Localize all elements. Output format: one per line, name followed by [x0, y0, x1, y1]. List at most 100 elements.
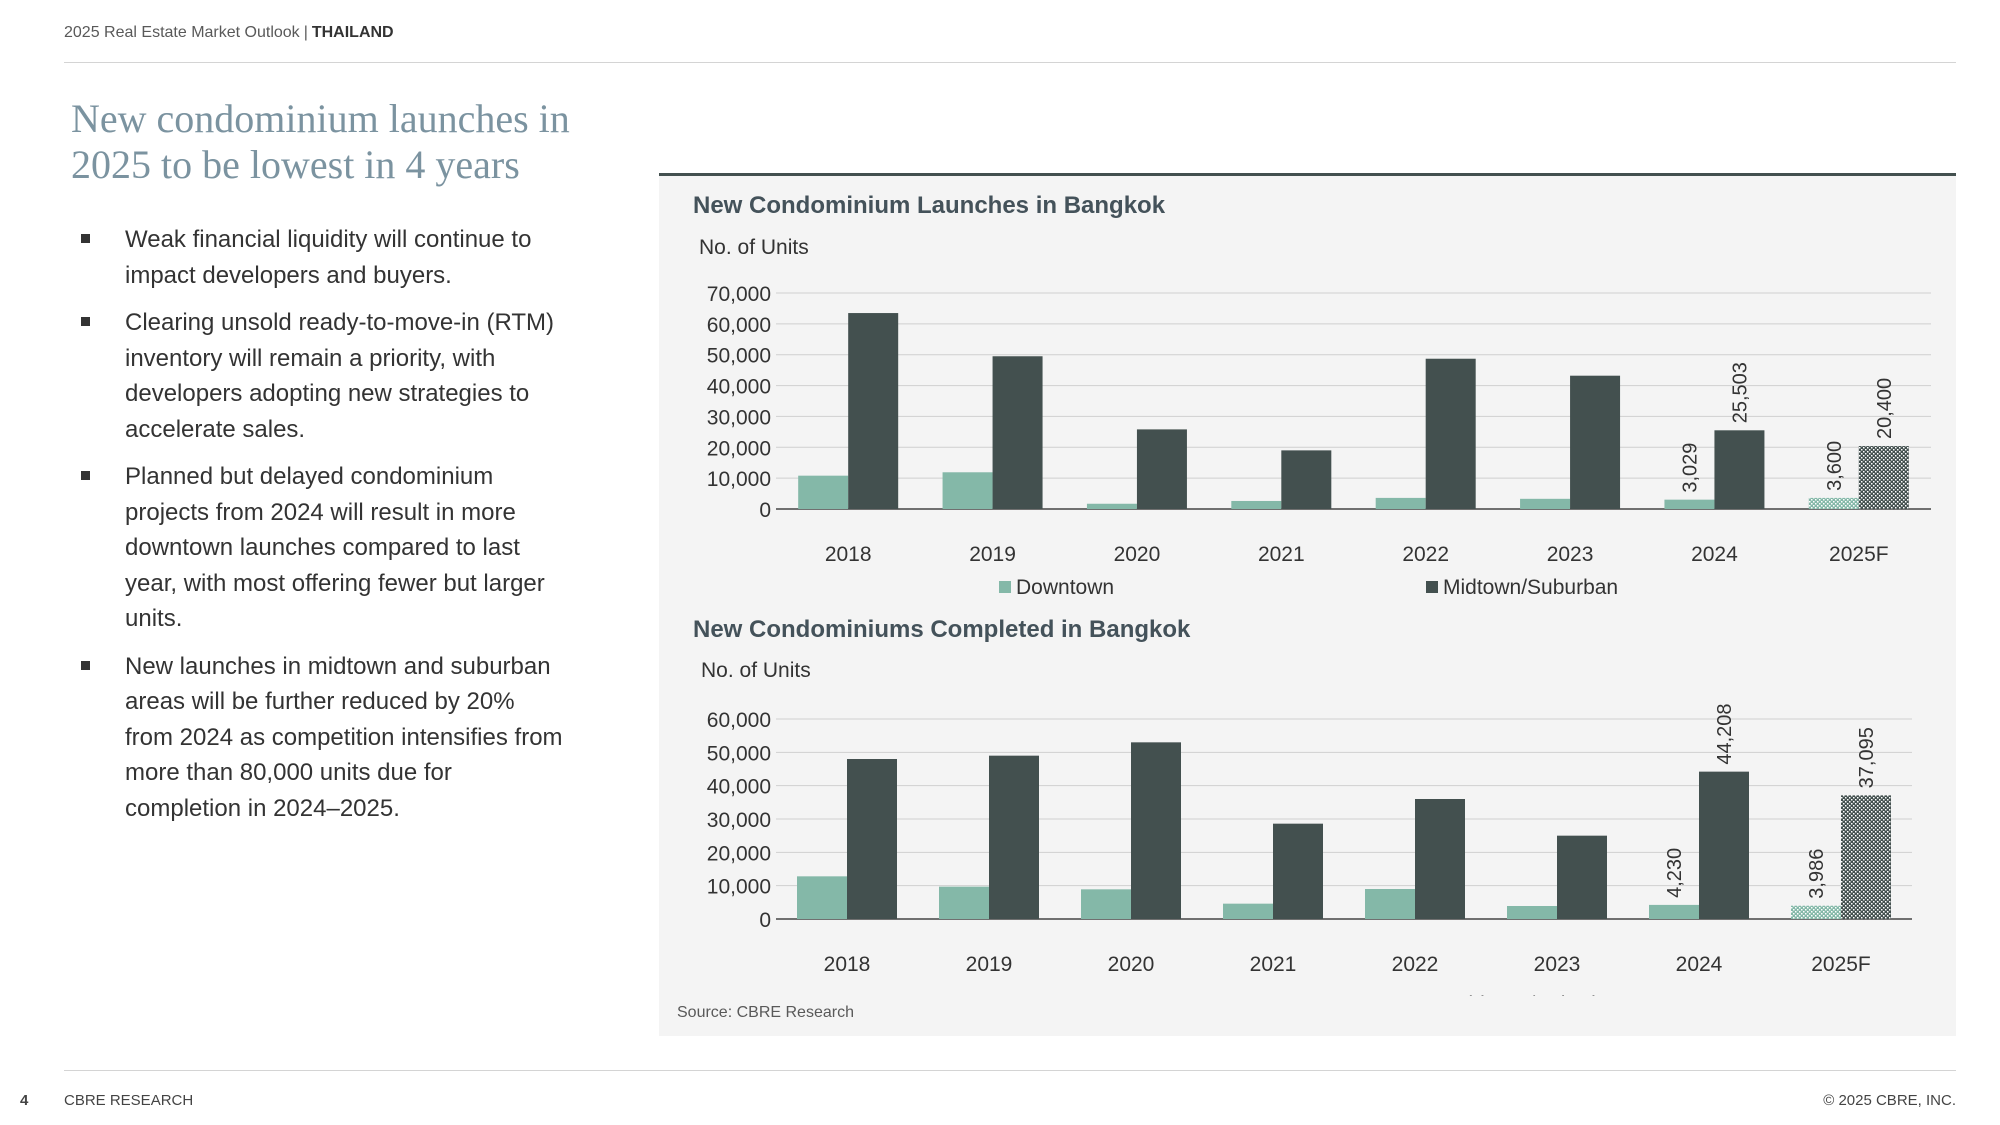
- completions-y-axis-label: No. of Units: [701, 659, 811, 682]
- downtown-bar: [1520, 498, 1571, 509]
- x-tick-label: 2025F: [1811, 953, 1871, 976]
- y-tick-label: 60,000: [707, 314, 771, 337]
- downtown-bar: [1808, 497, 1859, 509]
- bullet-marker: [81, 471, 90, 480]
- y-tick-label: 30,000: [707, 809, 771, 832]
- x-tick-label: 2025F: [1829, 543, 1889, 566]
- y-tick-label: 60,000: [707, 709, 771, 732]
- completions-bar-chart: 0 10,000 20,000 30,000 40,000 50,000 60,000 201…: [707, 703, 1912, 996]
- midtown-suburban-bar: [847, 759, 897, 919]
- data-label: 25,503: [1729, 362, 1751, 423]
- legend-label: Midtown/Suburban: [1443, 576, 1618, 596]
- legend-swatch: [1426, 581, 1438, 593]
- x-tick-label: 2023: [1547, 543, 1594, 566]
- y-tick-label: 0: [759, 909, 771, 932]
- x-tick-label: 2021: [1258, 543, 1305, 566]
- bullet-item: New launches in midtown and suburban are…: [78, 649, 568, 827]
- downtown-bar: [798, 475, 849, 509]
- midtown-suburban-bar: [1131, 742, 1181, 919]
- legend-label: Midtown/Suburban: [1451, 993, 1626, 996]
- data-label: 3,600: [1824, 441, 1846, 491]
- y-tick-label: 20,000: [707, 842, 771, 865]
- x-tick-label: 2023: [1534, 953, 1581, 976]
- midtown-suburban-bar: [1714, 430, 1765, 509]
- downtown-bar: [1375, 497, 1426, 509]
- y-tick-label: 40,000: [707, 376, 771, 399]
- downtown-bar: [1086, 503, 1137, 509]
- downtown-bar: [1649, 904, 1699, 919]
- bullet-marker: [81, 660, 90, 670]
- completions-chart-title: New Condominiums Completed in Bangkok: [693, 616, 1191, 643]
- bullet-item: Weak financial liquidity will continue t…: [78, 222, 568, 293]
- y-tick-label: 0: [759, 499, 771, 522]
- y-tick-label: 10,000: [707, 468, 771, 491]
- downtown-bar: [1365, 889, 1415, 919]
- midtown-suburban-bar: [1136, 429, 1187, 509]
- downtown-bar: [1081, 889, 1131, 919]
- midtown-suburban-bar: [1841, 795, 1891, 919]
- midtown-suburban-bar: [1570, 375, 1621, 509]
- bullet-item: Clearing unsold ready-to-move-in (RTM) i…: [78, 305, 568, 447]
- bullet-list: Weak financial liquidity will continue t…: [78, 222, 568, 838]
- data-label: 3,986: [1806, 849, 1828, 899]
- downtown-bar: [1791, 905, 1841, 919]
- launches-y-axis-label: No. of Units: [699, 236, 809, 259]
- downtown-bar: [1507, 906, 1557, 919]
- x-tick-label: 2018: [825, 543, 872, 566]
- midtown-suburban-bar: [1699, 771, 1749, 919]
- y-tick-label: 50,000: [707, 742, 771, 765]
- page-title: New condominium launches in 2025 to be l…: [71, 96, 570, 187]
- x-tick-label: 2019: [969, 543, 1016, 566]
- footer-copyright: © 2025 CBRE, INC.: [1823, 1092, 1956, 1109]
- report-header: 2025 Real Estate Market Outlook | THAILAND: [64, 24, 394, 42]
- data-label: 37,095: [1856, 727, 1878, 788]
- y-tick-label: 10,000: [707, 876, 771, 899]
- x-tick-label: 2022: [1392, 953, 1439, 976]
- data-label: 44,208: [1714, 703, 1736, 764]
- header-rule: [64, 62, 1956, 63]
- data-label: 20,400: [1874, 378, 1896, 439]
- x-tick-label: 2024: [1676, 953, 1723, 976]
- midtown-suburban-bar: [1415, 799, 1465, 919]
- x-tick-label: 2020: [1114, 543, 1161, 566]
- midtown-suburban-bar: [1858, 446, 1909, 509]
- downtown-bar: [1231, 500, 1282, 509]
- y-tick-label: 40,000: [707, 776, 771, 799]
- legend-label: Downtown: [1062, 993, 1160, 996]
- x-tick-label: 2020: [1108, 953, 1155, 976]
- bullet-item: Planned but delayed condominium projects…: [78, 459, 568, 637]
- bullet-marker: [81, 317, 90, 326]
- launches-chart-title: New Condominium Launches in Bangkok: [693, 192, 1166, 219]
- midtown-suburban-bar: [1273, 823, 1323, 919]
- country-label: THAILAND: [311, 24, 394, 41]
- y-tick-label: 50,000: [707, 345, 771, 368]
- legend-label: Downtown: [1016, 576, 1114, 596]
- downtown-bar: [797, 876, 847, 919]
- bullet-text: Clearing unsold ready-to-move-in (RTM) i…: [125, 309, 555, 443]
- footer-brand: CBRE RESEARCH: [64, 1092, 194, 1109]
- x-tick-label: 2021: [1250, 953, 1297, 976]
- midtown-suburban-bar: [1557, 835, 1607, 919]
- midtown-suburban-bar: [848, 313, 899, 509]
- footer-rule: [64, 1070, 1956, 1071]
- source-note: Source: CBRE Research: [677, 1004, 854, 1021]
- midtown-suburban-bar: [1425, 358, 1476, 509]
- midtown-suburban-bar: [1281, 450, 1332, 509]
- downtown-bar: [939, 886, 989, 919]
- y-tick-label: 20,000: [707, 437, 771, 460]
- data-label: 3,029: [1679, 443, 1701, 493]
- data-label: 4,230: [1664, 848, 1686, 898]
- chart-panel: New Condominium Launches in Bangkok No. …: [659, 173, 1956, 1036]
- x-tick-label: 2024: [1691, 543, 1738, 566]
- downtown-bar: [1664, 499, 1715, 509]
- downtown-bar: [1223, 903, 1273, 919]
- midtown-suburban-bar: [992, 356, 1043, 509]
- downtown-bar: [942, 472, 993, 509]
- y-tick-label: 30,000: [707, 406, 771, 429]
- midtown-suburban-bar: [989, 755, 1039, 919]
- legend-swatch: [999, 581, 1011, 593]
- bullet-text: Weak financial liquidity will continue t…: [125, 226, 532, 289]
- header-separator: |: [303, 24, 308, 41]
- y-tick-label: 70,000: [707, 283, 771, 306]
- x-tick-label: 2022: [1402, 543, 1449, 566]
